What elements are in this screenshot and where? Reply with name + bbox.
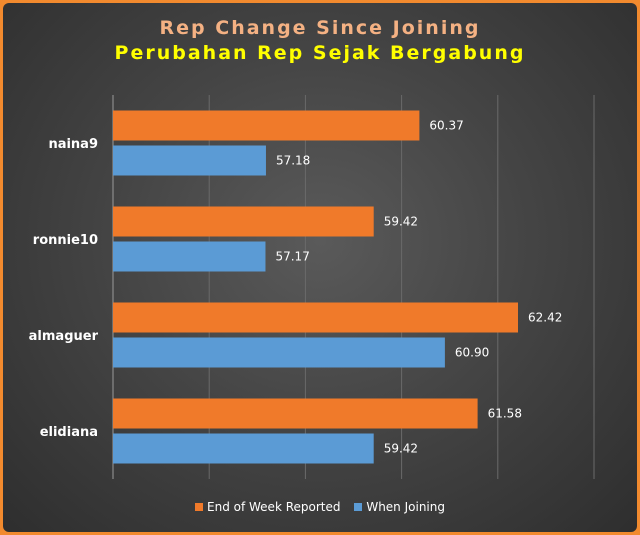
category-label-naina9: naina9 — [48, 137, 98, 152]
legend: End of Week Reported When Joining — [3, 500, 637, 514]
bar-when-joining-ronnie10 — [113, 241, 266, 272]
data-label-end-of-week-reported-ronnie10: 59.42 — [384, 215, 418, 229]
bar-end-of-week-reported-naina9 — [113, 110, 420, 141]
bar-end-of-week-reported-almaguer — [113, 302, 519, 333]
legend-label-end-of-week: End of Week Reported — [207, 500, 341, 514]
data-label-end-of-week-reported-elidiana: 61.58 — [488, 407, 522, 421]
bar-end-of-week-reported-ronnie10 — [113, 206, 374, 237]
bar-when-joining-naina9 — [113, 145, 266, 176]
bar-when-joining-almaguer — [113, 337, 445, 368]
legend-label-when-joining: When Joining — [366, 500, 445, 514]
bar-chart: naina9 60.37 57.18 ronnie10 59.42 57.17 almagu… — [29, 95, 595, 479]
bar-end-of-week-reported-elidiana — [113, 398, 478, 429]
legend-swatch-end-of-week — [195, 502, 204, 511]
data-label-end-of-week-reported-naina9: 60.37 — [429, 119, 463, 133]
chart-subtitle: Perubahan Rep Sejak Bergabung — [114, 42, 526, 64]
category-label-ronnie10: ronnie10 — [33, 233, 98, 248]
chart-title: Rep Change Since Joining — [159, 17, 481, 39]
legend-item-end-of-week: End of Week Reported — [195, 500, 341, 514]
data-label-when-joining-elidiana: 59.42 — [384, 442, 418, 456]
data-label-when-joining-naina9: 57.18 — [276, 154, 310, 168]
data-label-when-joining-ronnie10: 57.17 — [275, 250, 309, 264]
category-label-almaguer: almaguer — [29, 329, 99, 344]
chart-frame: Rep Change Since Joining Perubahan Rep S… — [3, 3, 637, 532]
bar-when-joining-elidiana — [113, 433, 374, 464]
legend-swatch-when-joining — [354, 502, 363, 511]
data-label-when-joining-almaguer: 60.90 — [455, 346, 489, 360]
category-label-elidiana: elidiana — [40, 425, 98, 440]
data-label-end-of-week-reported-almaguer: 62.42 — [528, 311, 562, 325]
legend-item-when-joining: When Joining — [354, 500, 445, 514]
